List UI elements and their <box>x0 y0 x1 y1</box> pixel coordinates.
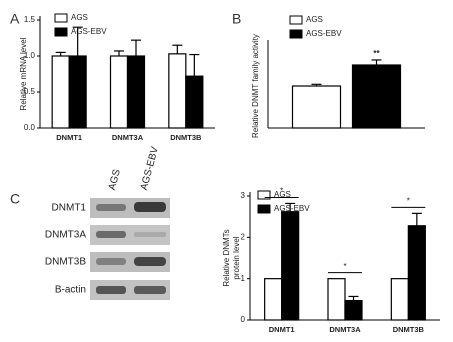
bar <box>109 55 129 129</box>
panel-label: A <box>10 11 20 27</box>
legend-swatch <box>289 15 303 25</box>
x-tick-label: DNMT3B <box>393 325 425 334</box>
x-tick-label: DNMT1 <box>56 133 82 142</box>
y-tick-label: 1.0 <box>24 51 36 60</box>
legend-label: AGS <box>274 190 291 199</box>
bar <box>390 278 409 321</box>
blot-row-label: DNMT3B <box>45 257 86 268</box>
y-tick-label: 0 <box>241 315 246 324</box>
annotation: * <box>343 262 346 271</box>
y-axis-label: protein level <box>232 236 241 279</box>
blot-band <box>96 286 126 294</box>
bar <box>344 299 363 321</box>
blot-row-label: DNMT1 <box>52 203 87 214</box>
legend-swatch <box>257 204 271 214</box>
bar <box>291 85 342 129</box>
blot-row-label: B-actin <box>55 285 86 296</box>
blot-row-label: DNMT3A <box>45 230 86 241</box>
x-tick-label: DNMT1 <box>269 325 295 334</box>
blot-band <box>134 232 166 237</box>
blot-strip <box>90 225 170 245</box>
blot-band <box>134 257 166 266</box>
panel-label: C <box>10 191 20 207</box>
y-axis-label: Relative DNMT family activity <box>251 34 260 138</box>
y-axis-label: Relative mRNA level <box>19 37 28 110</box>
y-tick-label: 0.0 <box>24 123 36 132</box>
legend-label: AGS-EBV <box>71 27 107 36</box>
annotation: * <box>407 196 410 205</box>
bar <box>51 55 70 129</box>
bar <box>407 225 426 321</box>
bar <box>185 75 204 129</box>
annotation: * <box>280 187 283 196</box>
blot-strip <box>90 280 170 300</box>
y-tick-label: 1.5 <box>24 15 36 24</box>
blot-band <box>134 286 166 294</box>
legend-swatch <box>257 190 271 200</box>
legend-swatch <box>54 13 68 23</box>
x-tick-label: DNMT3A <box>112 133 144 142</box>
y-tick-label: 0.5 <box>24 87 36 96</box>
legend-label: AGS-EBV <box>306 29 342 38</box>
legend-swatch <box>54 27 68 37</box>
blot-band <box>96 204 126 211</box>
annotation: ** <box>373 49 380 58</box>
bar <box>126 55 146 129</box>
bar <box>168 53 187 129</box>
y-axis-label: Relative DNMTs <box>222 229 231 286</box>
western-blot: AGS AGS-EBV DNMT1 DNMT3A DNMT3B B-actin <box>45 145 170 300</box>
y-tick-label: 1 <box>241 274 246 283</box>
blot-band <box>96 258 126 265</box>
legend-label: AGS-EBV <box>274 204 310 213</box>
bar <box>351 64 402 129</box>
x-tick-label: DNMT3B <box>170 133 202 142</box>
legend-swatch <box>289 29 303 39</box>
blot-column-label: AGS <box>107 168 123 192</box>
bar <box>327 278 346 321</box>
bar <box>264 278 283 321</box>
blot-column-label: AGS-EBV <box>139 145 161 191</box>
blot-band <box>134 202 166 212</box>
panel-label: B <box>232 11 241 27</box>
blot-band <box>96 231 126 238</box>
y-tick-label: 3 <box>241 191 246 200</box>
bar <box>281 211 300 321</box>
y-tick-label: 2 <box>241 232 246 241</box>
bar <box>68 55 87 129</box>
legend-label: AGS <box>71 13 88 22</box>
legend-label: AGS <box>306 15 323 24</box>
x-tick-label: DNMT3A <box>329 325 361 334</box>
